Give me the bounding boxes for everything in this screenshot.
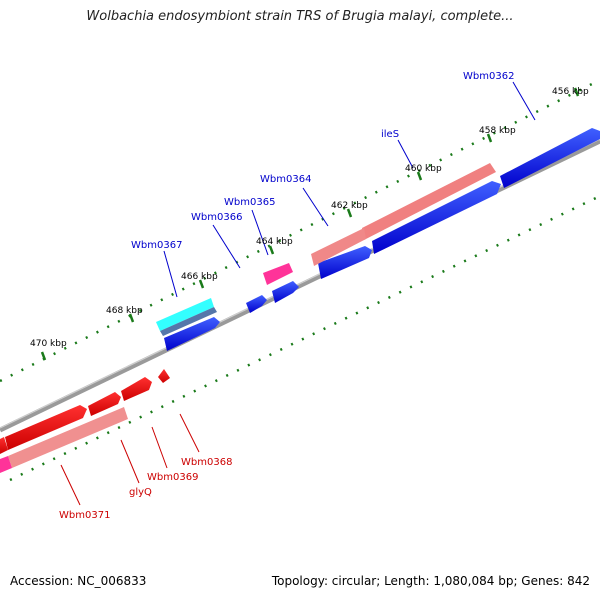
forward-gene-labels: Wbm0362 ileS Wbm0364 Wbm0365 Wbm0366 Wbm… (131, 71, 514, 251)
gene-partial-left[interactable] (0, 437, 8, 454)
gene-label-glyq[interactable]: glyQ (129, 487, 152, 498)
cds-wbm0364[interactable] (311, 228, 366, 266)
gene-wbm0369[interactable] (121, 377, 152, 401)
gene-wbm0366[interactable] (246, 295, 267, 313)
gene-iles[interactable] (372, 181, 501, 254)
major-ticks (40, 87, 580, 361)
rrna-partial-left[interactable] (0, 456, 12, 473)
gene-label-wbm0365[interactable]: Wbm0365 (224, 197, 275, 208)
tick-label: 464 kbp (256, 237, 293, 247)
chromosome-backbone (0, 138, 600, 433)
map-title: Wolbachia endosymbiont strain TRS of Bru… (86, 9, 514, 24)
gene-label-wbm0371[interactable]: Wbm0371 (59, 510, 110, 521)
tick-labels: 456 kbp 458 kbp 460 kbp 462 kbp 464 kbp … (30, 87, 589, 349)
tick-label: 456 kbp (552, 87, 589, 97)
gene-wbm0368[interactable] (158, 369, 170, 383)
genome-summary: Topology: circular; Length: 1,080,084 bp… (271, 574, 590, 588)
gene-label-wbm0367[interactable]: Wbm0367 (131, 240, 182, 251)
reverse-leaders (60, 413, 200, 506)
gene-label-iles[interactable]: ileS (381, 129, 399, 140)
gene-wbm0364[interactable] (318, 246, 372, 279)
gene-label-wbm0366[interactable]: Wbm0366 (191, 212, 242, 223)
tick-label: 460 kbp (405, 164, 442, 174)
tick-label: 470 kbp (30, 339, 67, 349)
reverse-gene-labels: Wbm0368 Wbm0369 glyQ Wbm0371 (59, 457, 232, 521)
tick-label: 458 kbp (479, 126, 516, 136)
forward-leaders (163, 81, 536, 298)
cds-iles[interactable] (362, 163, 496, 240)
gene-label-wbm0364[interactable]: Wbm0364 (260, 174, 311, 185)
cds-wbm0371[interactable] (8, 407, 128, 468)
accession-text: Accession: NC_006833 (10, 574, 147, 588)
gene-wbm0371[interactable] (5, 405, 87, 450)
rrna-wbm0365[interactable] (263, 263, 293, 285)
gene-wbm0362[interactable] (500, 128, 600, 188)
inner-tick-ring (9, 194, 600, 482)
tick-label: 466 kbp (181, 272, 218, 282)
gene-label-wbm0368[interactable]: Wbm0368 (181, 457, 232, 468)
tick-label: 462 kbp (331, 201, 368, 211)
gene-label-wbm0362[interactable]: Wbm0362 (463, 71, 514, 82)
trna-wbm0367[interactable] (156, 298, 214, 331)
gene-glyq[interactable] (88, 392, 121, 416)
gene-wbm0367[interactable] (164, 317, 220, 351)
gene-label-wbm0369[interactable]: Wbm0369 (147, 472, 198, 483)
tick-label: 468 kbp (106, 306, 143, 316)
gene-wbm0365[interactable] (272, 281, 299, 303)
